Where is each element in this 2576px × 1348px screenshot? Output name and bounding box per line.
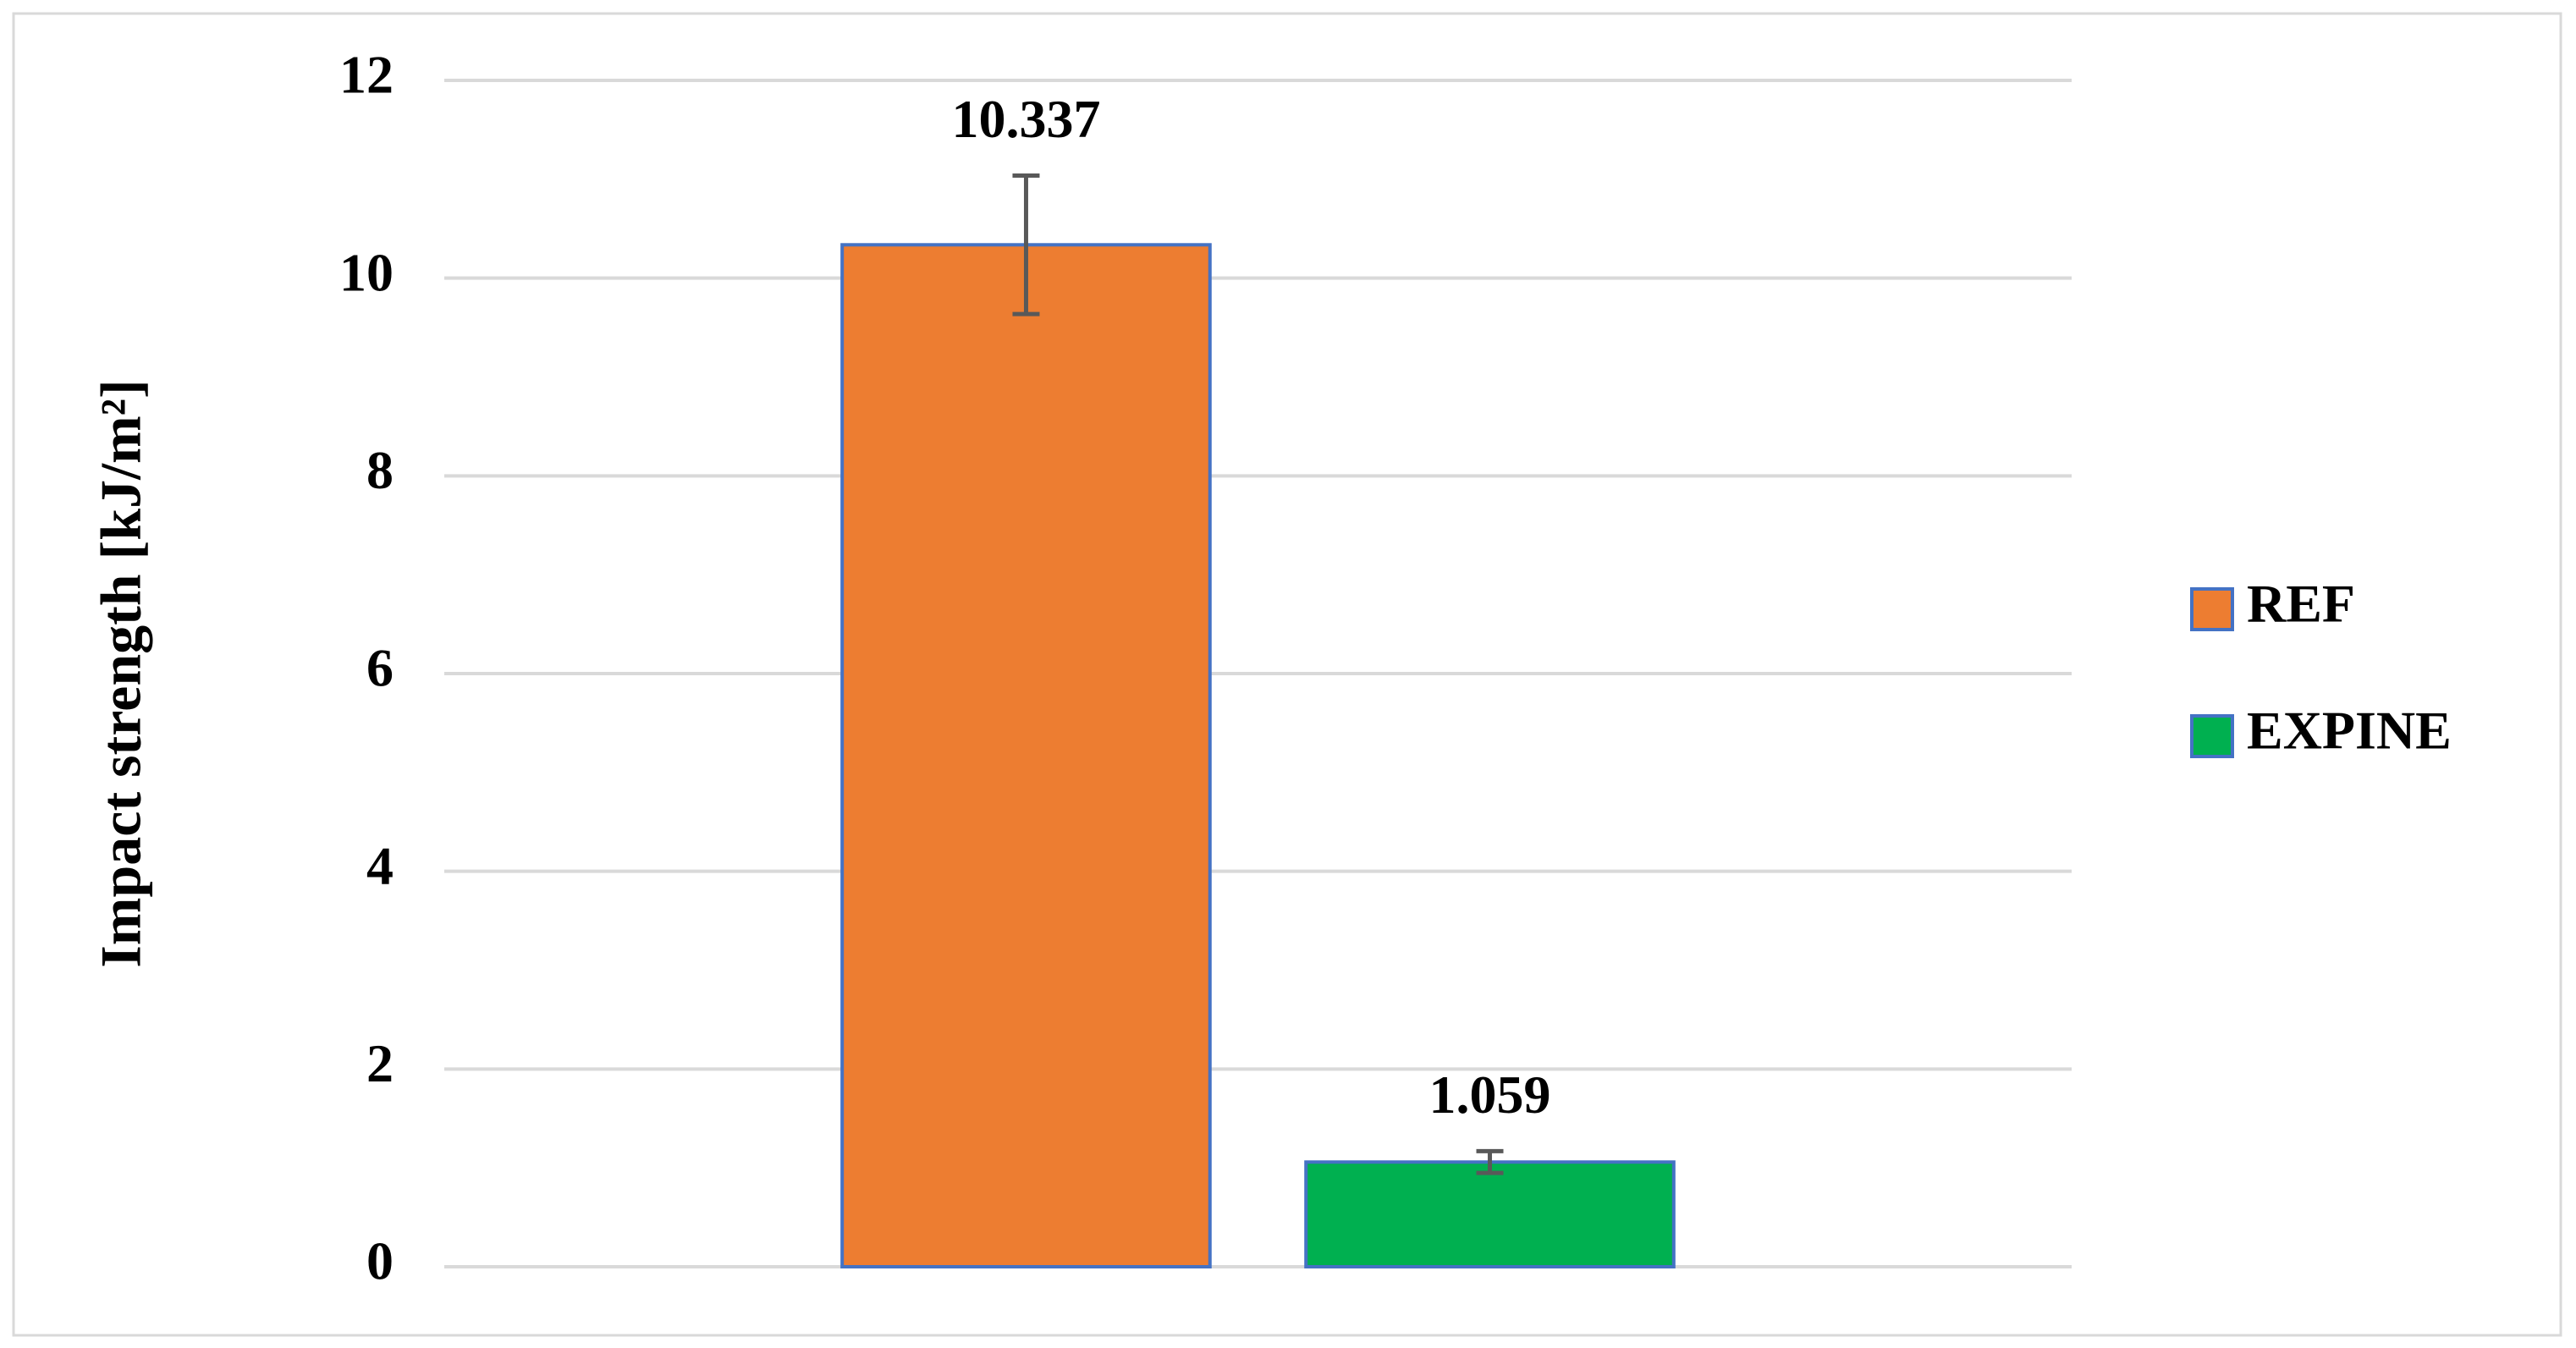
legend-swatch (2190, 587, 2234, 631)
y-tick-label: 6 (366, 638, 394, 698)
legend-label: EXPINE (2247, 701, 2452, 761)
y-tick-label: 12 (339, 45, 394, 105)
y-tick-label: 4 (366, 835, 394, 895)
data-label: 1.059 (1429, 1065, 1551, 1125)
legend-swatch (2190, 714, 2234, 758)
data-label: 10.337 (951, 89, 1100, 149)
y-axis-title: Impact strength [kJ/m²] (89, 379, 153, 967)
bar (1304, 1160, 1676, 1269)
y-tick-label: 2 (366, 1033, 394, 1093)
y-tick-label: 10 (339, 242, 394, 302)
y-tick-label: 8 (366, 440, 394, 500)
legend-label: REF (2247, 574, 2355, 634)
y-tick-label: 0 (366, 1231, 394, 1291)
bar (840, 243, 1212, 1268)
